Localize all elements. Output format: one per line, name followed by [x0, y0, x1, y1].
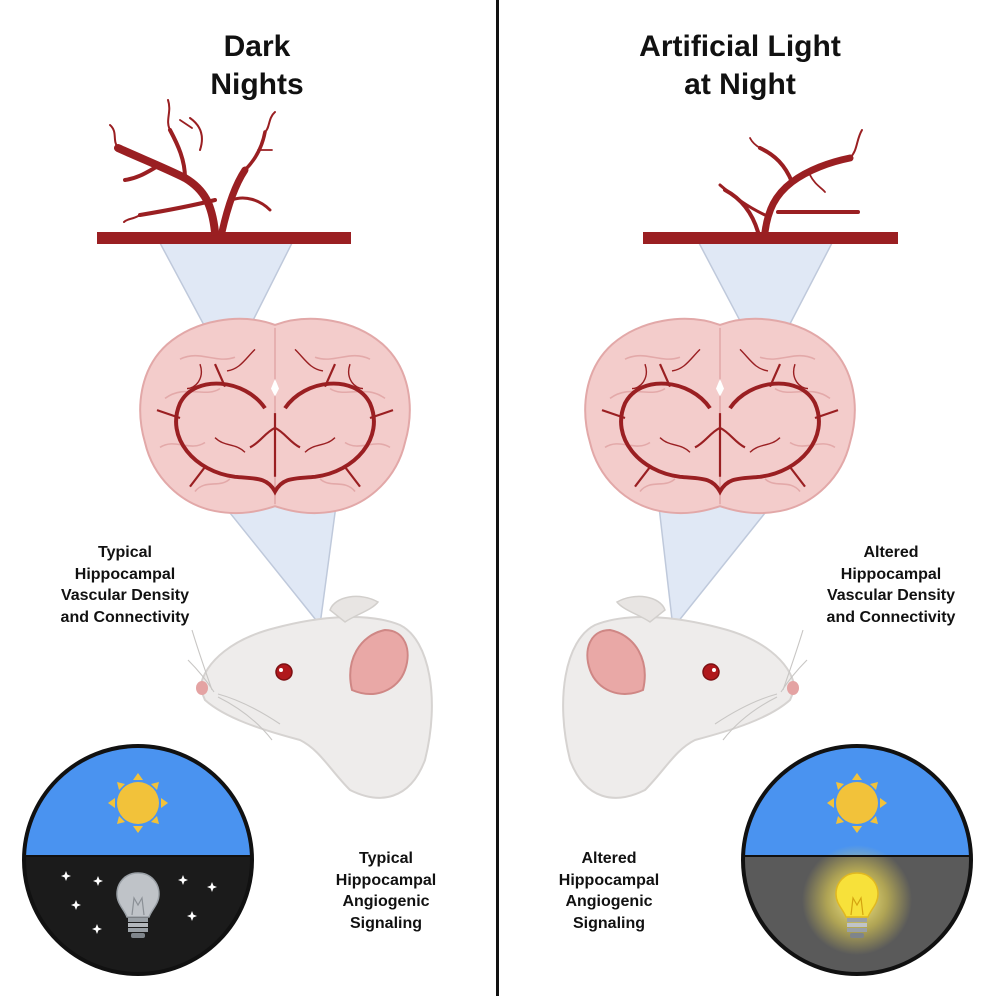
label-line: Vascular Density	[60, 587, 190, 604]
right-vascular-label: Altered Hippocampal Vascular Density and…	[806, 542, 976, 628]
blood-vessel-icon	[643, 129, 898, 244]
sun-icon	[827, 773, 887, 833]
day-night-indicator-right	[741, 744, 973, 976]
label-line: Hippocampal	[74, 565, 176, 583]
right-signaling-label: Altered Hippocampal Angiogenic Signaling	[538, 848, 680, 934]
right-title-line: Artificial Light	[639, 30, 841, 63]
label-line: Hippocampal	[840, 565, 942, 583]
mouse-icon	[187, 595, 433, 799]
label-line: and Connectivity	[826, 608, 956, 626]
brain-icon	[138, 316, 412, 516]
label-line: Altered	[581, 850, 637, 867]
label-line: Hippocampal	[558, 871, 660, 889]
right-title: Artificial Light at Night	[605, 28, 875, 104]
label-line: and Connectivity	[60, 608, 190, 626]
label-line: Typical	[359, 850, 413, 867]
left-title: Dark Nights	[137, 28, 377, 104]
label-line: Vascular Density	[826, 587, 956, 604]
left-vascular-label: Typical Hippocampal Vascular Density and…	[40, 542, 210, 628]
blood-vessel-icon	[97, 99, 351, 244]
label-line: Angiogenic	[565, 893, 653, 910]
label-line: Angiogenic	[342, 893, 430, 910]
panel-divider	[496, 0, 499, 996]
mouse-icon	[562, 595, 808, 799]
day-night-indicator-left	[22, 744, 254, 976]
zoom-cone-bottom-left	[216, 497, 338, 627]
left-signaling-label: Typical Hippocampal Angiogenic Signaling	[315, 848, 457, 934]
lightbulb-icon	[116, 872, 160, 938]
label-line: Typical	[98, 544, 152, 561]
left-title-line: Nights	[210, 68, 304, 101]
label-line: Altered	[863, 544, 919, 561]
label-line: Signaling	[573, 914, 645, 932]
sun-icon	[108, 773, 168, 833]
zoom-cone-bottom-right	[657, 497, 779, 630]
brain-icon	[583, 316, 857, 516]
right-title-line: at Night	[684, 68, 796, 101]
label-line: Hippocampal	[335, 871, 437, 889]
lightbulb-icon	[835, 872, 879, 938]
label-line: Signaling	[350, 914, 422, 932]
left-title-line: Dark	[223, 30, 291, 63]
